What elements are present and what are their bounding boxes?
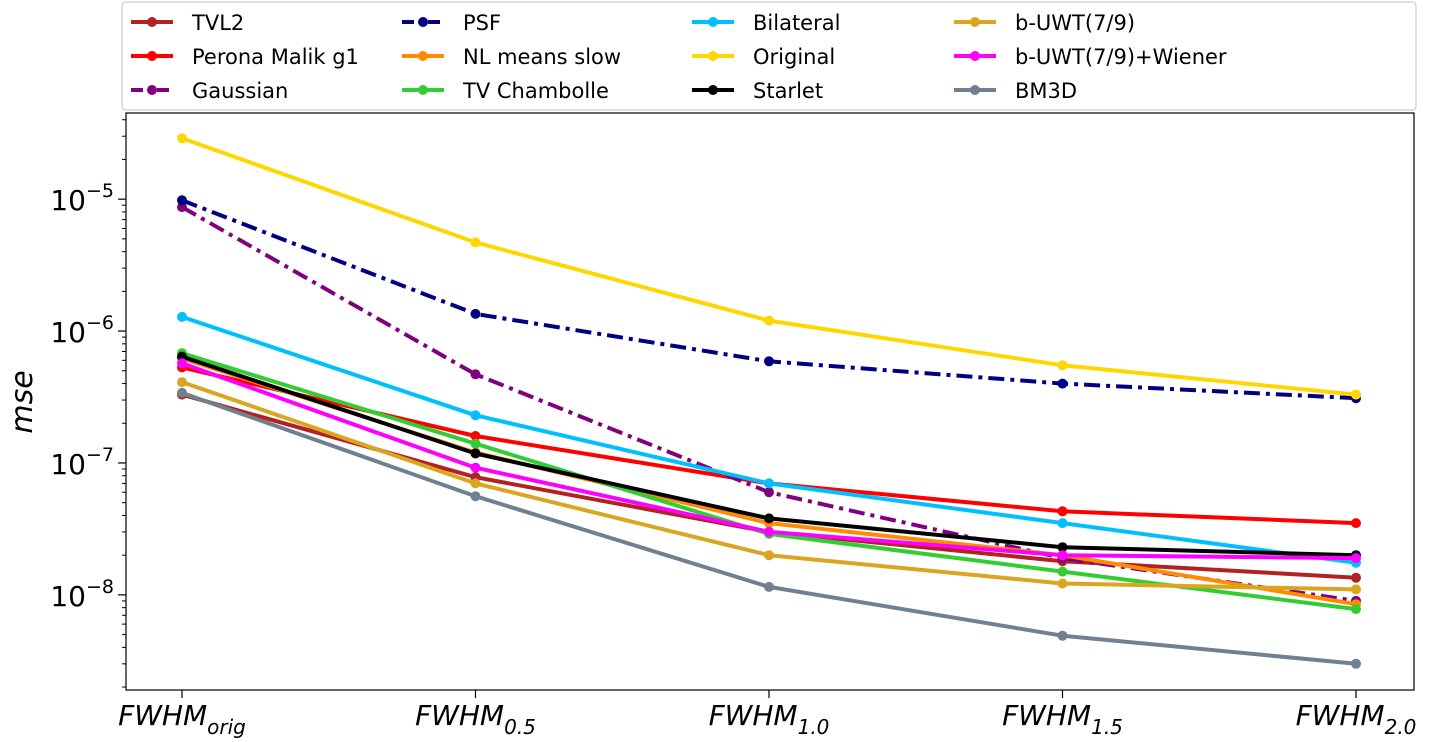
plot-area [177,133,1361,669]
data-point [1057,506,1068,517]
data-point [764,581,774,592]
legend-label: TVL2 [191,11,244,35]
data-point [470,308,481,319]
legend-label: Bilateral [753,11,840,35]
legend: TVL2 Perona Malik g1 Gaussian PSF NL means s… [121,1,1417,111]
data-point [1351,584,1361,595]
legend-swatch-marker [970,51,980,61]
legend-entry: PSF [402,11,501,35]
data-point [470,491,481,502]
legend-entry: Original [692,45,835,69]
legend-entry: Starlet [692,79,823,103]
data-point [1057,630,1068,641]
legend-swatch-marker [147,17,157,27]
x-tick-label: FWHM1.0 [709,699,830,739]
legend-entry: NL means slow [402,45,621,69]
series-9 [177,377,1361,595]
legend-label: b-UWT(7/9)+Wiener [1015,45,1227,69]
data-point [1351,553,1361,564]
data-point [470,448,481,459]
series-10 [177,358,1361,564]
x-tick-label: FWHM0.5 [415,699,536,739]
data-point [764,550,774,561]
data-point [470,478,481,489]
data-point [470,431,481,441]
data-point [1057,542,1068,553]
legend-entry: Bilateral [692,11,840,35]
data-point [1057,566,1068,577]
legend-label: NL means slow [463,45,621,69]
data-point [470,462,481,473]
y-tick-label: 10−8 [50,576,114,613]
data-point [177,358,187,369]
axes-frame [125,112,1415,691]
legend-entry: Perona Malik g1 [131,45,359,69]
x-tick-label: FWHM1.5 [1002,699,1123,739]
data-point [1351,518,1361,529]
legend-entry: Gaussian [131,79,288,103]
y-axis-title: mse [5,370,40,433]
data-point [177,311,187,322]
legend-entry: BM3D [954,79,1077,103]
data-point [177,133,187,144]
y-tick-label: 10−5 [50,180,114,217]
x-tick-label: FWHM2.0 [1296,699,1417,739]
legend-label: Starlet [753,79,823,103]
series-6 [177,311,1361,568]
data-point [764,487,774,498]
x-tick-label: FWHMorig [118,699,246,739]
legend-label: Original [753,45,835,69]
legend-label: BM3D [1015,79,1077,103]
legend-swatch-marker [708,51,718,61]
data-point [470,237,481,248]
legend-label: Gaussian [192,79,288,103]
data-point [764,478,774,489]
data-point [1351,658,1361,669]
legend-swatch-marker [708,85,718,95]
legend-swatch-marker [970,17,980,27]
data-point [1351,389,1361,400]
legend-swatch-marker [418,85,428,95]
data-point [470,369,481,380]
legend-swatch-marker [708,17,718,27]
data-point [1057,378,1068,389]
data-point [1057,578,1068,589]
legend-entry: b-UWT(7/9) [954,11,1135,35]
legend-label: PSF [463,11,501,35]
legend-swatch-marker [970,85,980,95]
series-7 [177,133,1361,400]
y-tick-label: 10−6 [50,312,114,349]
data-point [470,410,481,421]
data-point [764,356,774,367]
legend-entry: b-UWT(7/9)+Wiener [954,45,1227,69]
data-point [1057,518,1068,529]
legend-entry: TV Chambolle [402,79,609,103]
data-point [1351,572,1361,583]
y-tick-label: 10−7 [50,444,114,481]
data-point [1057,550,1068,561]
legend-swatch-marker [147,85,157,95]
legend-label: b-UWT(7/9) [1015,11,1135,35]
axes: 10−8 10−7 10−6 10−5 FWHMorig FWHM0.5 FWHM1.0 FW… [5,112,1417,739]
data-point [177,377,187,388]
data-point [470,438,481,449]
data-point [1351,604,1361,615]
legend-swatch-marker [147,51,157,61]
data-point [764,526,774,537]
data-point [764,513,774,524]
data-point [764,315,774,326]
data-point [177,195,187,206]
data-point [177,387,187,398]
legend-swatch-marker [418,17,428,27]
legend-label: TV Chambolle [462,79,609,103]
legend-box [121,1,1417,111]
legend-label: Perona Malik g1 [192,45,359,69]
data-point [1057,360,1068,371]
series-11 [177,387,1361,669]
legend-entry: TVL2 [131,11,244,35]
legend-swatch-marker [418,51,428,61]
